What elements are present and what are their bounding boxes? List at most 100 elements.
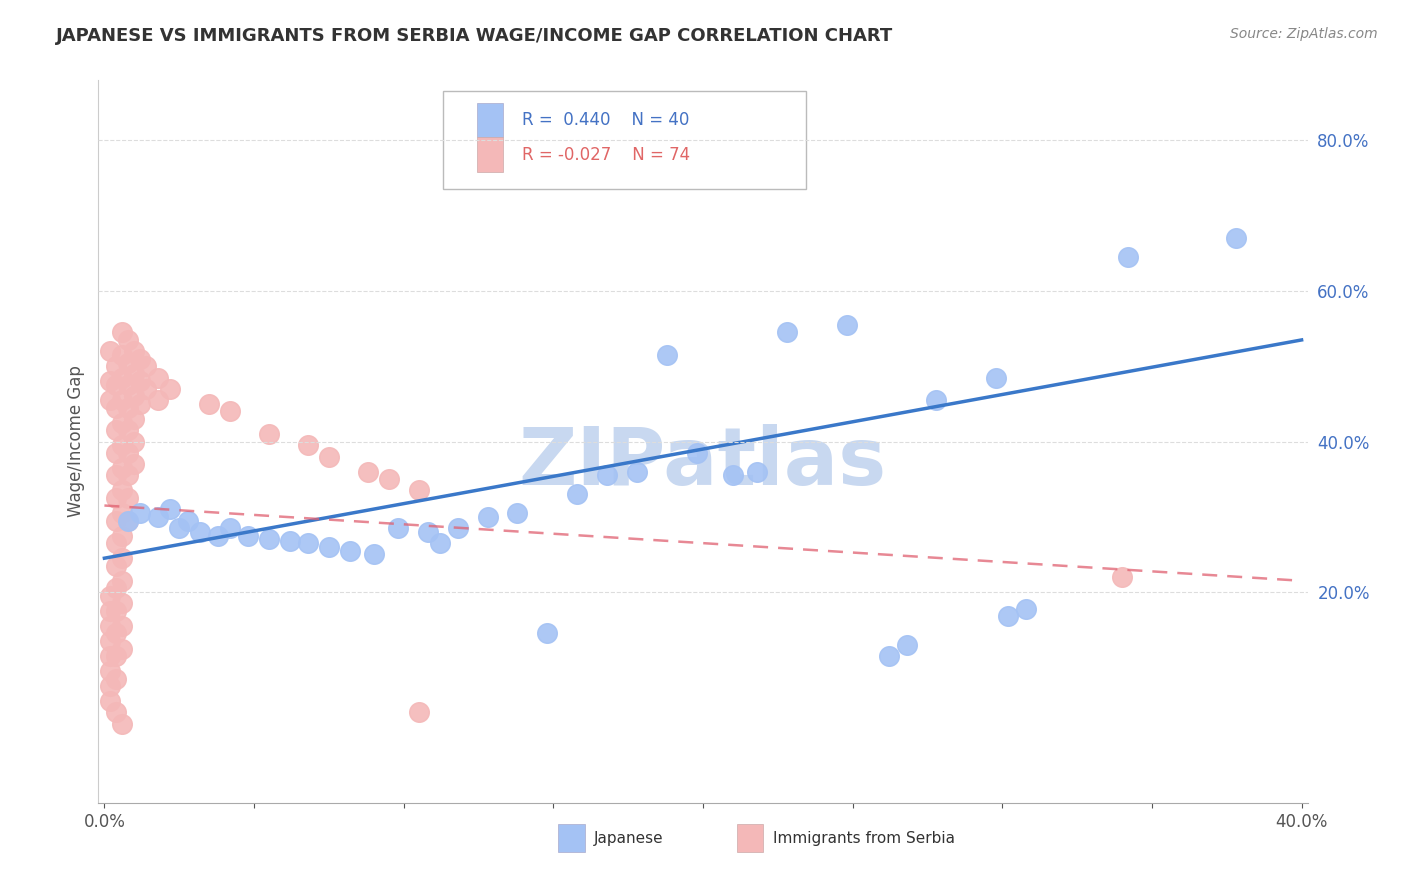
Point	[219, 404, 242, 418]
Point	[100, 679, 122, 693]
Point	[111, 528, 134, 542]
Point	[111, 596, 134, 610]
Point	[159, 382, 181, 396]
Point	[105, 401, 128, 415]
FancyBboxPatch shape	[737, 824, 763, 852]
Point	[148, 509, 170, 524]
Point	[297, 536, 319, 550]
Point	[408, 483, 430, 498]
Point	[167, 521, 190, 535]
Point	[117, 423, 139, 437]
Point	[655, 348, 678, 362]
Point	[721, 468, 744, 483]
Point	[124, 434, 146, 449]
Point	[100, 393, 122, 408]
Point	[100, 664, 122, 678]
FancyBboxPatch shape	[443, 91, 806, 189]
Text: JAPANESE VS IMMIGRANTS FROM SERBIA WAGE/INCOME GAP CORRELATION CHART: JAPANESE VS IMMIGRANTS FROM SERBIA WAGE/…	[56, 27, 893, 45]
Point	[567, 487, 589, 501]
Point	[105, 672, 128, 686]
Point	[111, 506, 134, 520]
Point	[177, 514, 200, 528]
Point	[135, 382, 157, 396]
Point	[408, 706, 430, 720]
Point	[363, 548, 385, 562]
Point	[257, 533, 280, 547]
Point	[117, 333, 139, 347]
Point	[124, 412, 146, 426]
Text: ZIPatlas: ZIPatlas	[519, 425, 887, 502]
Point	[387, 521, 409, 535]
Point	[100, 619, 122, 633]
Point	[925, 393, 948, 408]
Point	[297, 438, 319, 452]
Point	[117, 401, 139, 415]
Point	[207, 528, 229, 542]
Point	[111, 574, 134, 588]
Point	[117, 446, 139, 460]
Point	[188, 524, 211, 539]
Point	[835, 318, 858, 332]
Point	[129, 397, 152, 411]
Point	[278, 533, 301, 548]
Point	[506, 506, 529, 520]
FancyBboxPatch shape	[477, 137, 503, 172]
Point	[105, 468, 128, 483]
Point	[596, 468, 619, 483]
Point	[339, 543, 361, 558]
Point	[148, 393, 170, 408]
Text: R =  0.440    N = 40: R = 0.440 N = 40	[522, 111, 689, 129]
Point	[446, 521, 468, 535]
Point	[105, 626, 128, 640]
Point	[477, 509, 499, 524]
Point	[257, 427, 280, 442]
Point	[129, 374, 152, 388]
Point	[626, 465, 648, 479]
Point	[117, 355, 139, 369]
Point	[135, 359, 157, 374]
Point	[111, 716, 134, 731]
Point	[776, 326, 799, 340]
Point	[377, 472, 399, 486]
Point	[159, 502, 181, 516]
Point	[536, 626, 558, 640]
Text: Japanese: Japanese	[595, 831, 664, 847]
Point	[997, 609, 1019, 624]
Point	[117, 491, 139, 505]
Point	[129, 506, 152, 520]
Point	[111, 619, 134, 633]
Point	[105, 446, 128, 460]
Point	[124, 389, 146, 403]
Text: Source: ZipAtlas.com: Source: ZipAtlas.com	[1230, 27, 1378, 41]
Point	[111, 326, 134, 340]
Point	[111, 461, 134, 475]
Point	[100, 634, 122, 648]
Point	[105, 514, 128, 528]
Point	[100, 344, 122, 359]
Point	[117, 514, 139, 528]
Text: R = -0.027    N = 74: R = -0.027 N = 74	[522, 145, 690, 164]
Point	[111, 348, 134, 362]
Text: Immigrants from Serbia: Immigrants from Serbia	[773, 831, 955, 847]
Point	[236, 528, 259, 542]
Point	[124, 344, 146, 359]
Point	[1225, 231, 1247, 245]
Point	[105, 423, 128, 437]
Point	[111, 641, 134, 656]
Point	[105, 359, 128, 374]
Point	[124, 367, 146, 381]
Point	[1116, 250, 1139, 264]
Point	[896, 638, 918, 652]
Point	[111, 393, 134, 408]
Point	[1111, 570, 1133, 584]
Point	[111, 370, 134, 384]
Point	[105, 558, 128, 573]
Point	[105, 648, 128, 663]
Point	[357, 465, 380, 479]
Point	[100, 694, 122, 708]
Point	[100, 374, 122, 388]
Point	[117, 514, 139, 528]
Point	[111, 438, 134, 452]
Point	[105, 582, 128, 596]
Point	[429, 536, 451, 550]
